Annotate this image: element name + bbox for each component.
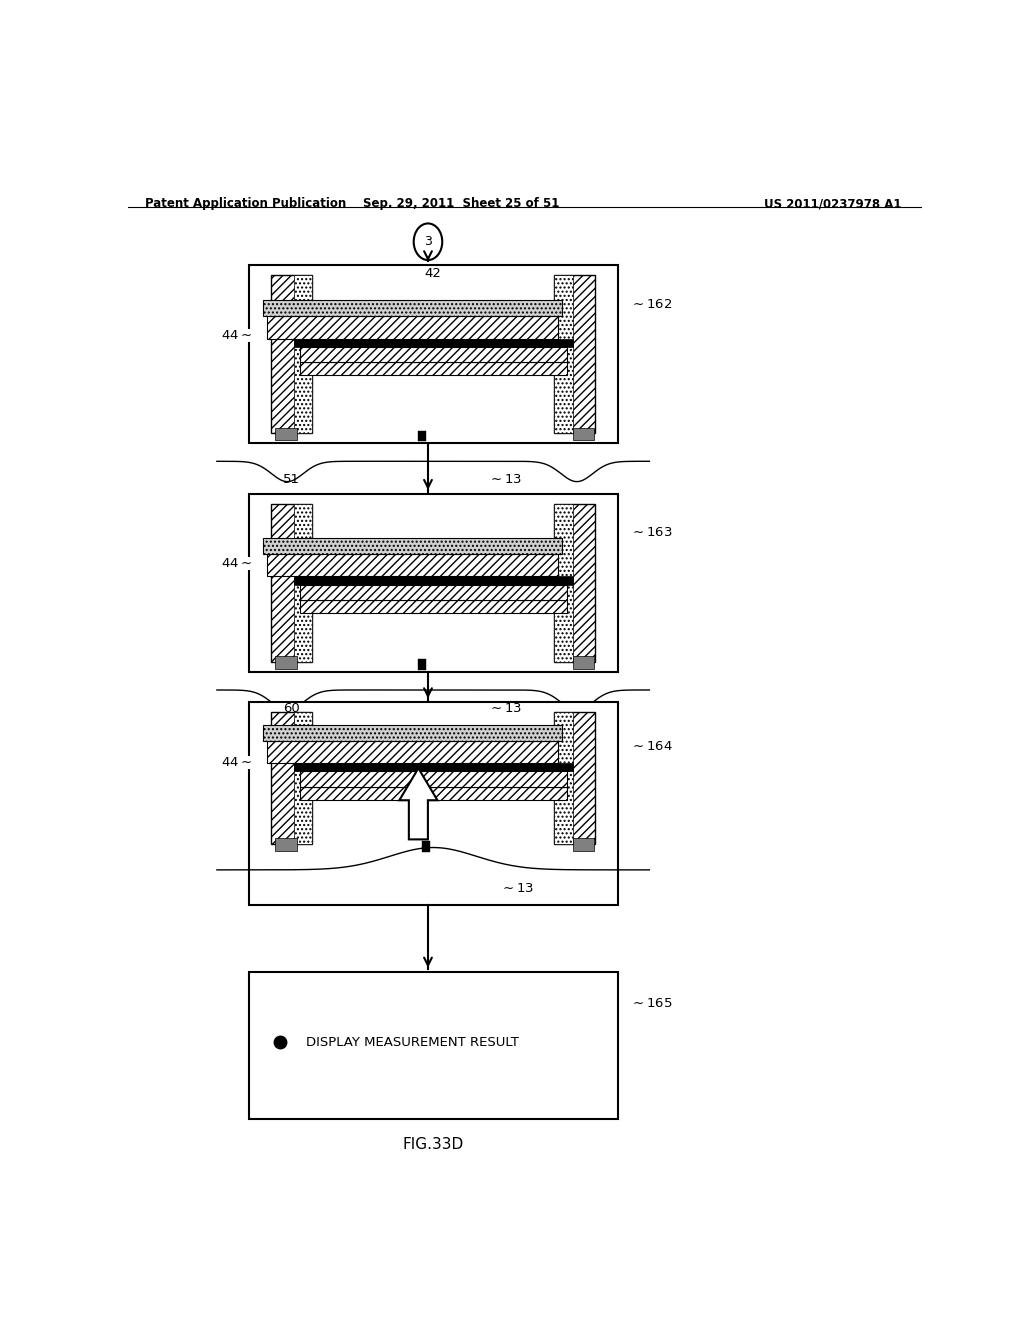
Bar <box>263 537 562 554</box>
Bar <box>266 317 558 339</box>
Bar <box>270 713 312 845</box>
Bar <box>572 656 594 669</box>
Bar <box>300 585 566 599</box>
Bar <box>266 554 558 577</box>
Text: 42: 42 <box>425 267 441 280</box>
Bar <box>249 702 617 906</box>
Bar <box>275 838 297 850</box>
Bar <box>249 972 617 1119</box>
Text: 51: 51 <box>283 474 300 487</box>
Bar <box>554 504 572 661</box>
Bar <box>419 660 426 669</box>
Bar <box>249 265 617 444</box>
Bar <box>300 787 566 800</box>
Bar <box>300 599 566 612</box>
Bar <box>554 276 572 433</box>
Bar <box>554 713 595 845</box>
Bar <box>422 841 430 851</box>
Text: $\sim$13: $\sim$13 <box>488 474 522 487</box>
Text: 44$\sim$: 44$\sim$ <box>221 557 253 570</box>
Text: $\sim$162: $\sim$162 <box>630 298 672 310</box>
Bar <box>275 656 297 669</box>
Text: $\sim$13: $\sim$13 <box>500 882 534 895</box>
Bar <box>275 428 297 440</box>
Bar <box>270 504 312 661</box>
Bar <box>294 763 572 771</box>
Bar <box>266 741 558 763</box>
Bar <box>300 347 566 362</box>
Text: DISPLAY MEASUREMENT RESULT: DISPLAY MEASUREMENT RESULT <box>306 1036 518 1049</box>
Bar <box>270 276 312 433</box>
Bar <box>249 494 617 672</box>
Text: $\sim$165: $\sim$165 <box>630 998 672 1010</box>
Bar <box>294 276 312 433</box>
Polygon shape <box>399 768 437 840</box>
Bar <box>263 300 562 317</box>
Text: Patent Application Publication: Patent Application Publication <box>145 197 347 210</box>
Bar <box>419 430 426 441</box>
Text: $\sim$164: $\sim$164 <box>630 741 673 754</box>
Text: 44$\sim$: 44$\sim$ <box>221 329 253 342</box>
Text: 3: 3 <box>424 235 432 248</box>
Bar <box>300 362 566 375</box>
Text: 44$\sim$: 44$\sim$ <box>221 756 253 770</box>
Bar <box>294 577 572 585</box>
Text: FIG.33D: FIG.33D <box>402 1138 464 1152</box>
Bar <box>572 428 594 440</box>
Bar <box>554 276 595 433</box>
Bar <box>554 713 572 845</box>
Text: Sep. 29, 2011  Sheet 25 of 51: Sep. 29, 2011 Sheet 25 of 51 <box>364 197 559 210</box>
Bar <box>554 504 595 661</box>
Bar <box>294 339 572 347</box>
Bar <box>300 771 566 787</box>
Bar <box>294 713 312 845</box>
Bar <box>294 504 312 661</box>
Text: $\sim$13: $\sim$13 <box>488 702 522 715</box>
Bar <box>572 838 594 850</box>
Text: 60: 60 <box>283 702 300 715</box>
Text: US 2011/0237978 A1: US 2011/0237978 A1 <box>764 197 902 210</box>
Text: $\sim$163: $\sim$163 <box>630 527 672 540</box>
Bar <box>263 725 562 741</box>
